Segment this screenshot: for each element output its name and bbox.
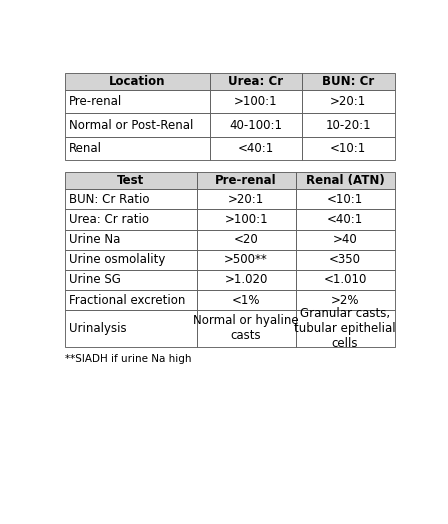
Text: Normal or hyaline
casts: Normal or hyaline casts: [193, 314, 299, 342]
Text: >100:1: >100:1: [224, 213, 268, 226]
Text: Urea: Cr ratio: Urea: Cr ratio: [69, 213, 149, 226]
Text: <1%: <1%: [232, 293, 260, 307]
Text: Renal: Renal: [69, 142, 102, 155]
Bar: [65, 73, 210, 90]
Bar: [65, 290, 197, 310]
Bar: [197, 230, 296, 250]
Text: Urine Na: Urine Na: [69, 233, 120, 246]
Text: >20:1: >20:1: [330, 95, 366, 108]
Text: <1.010: <1.010: [323, 274, 367, 287]
Bar: [302, 73, 395, 90]
Bar: [65, 137, 210, 160]
Text: Pre-renal: Pre-renal: [215, 174, 277, 187]
Bar: [296, 210, 395, 230]
Bar: [65, 189, 197, 210]
Text: Granular casts,
tubular epithelial
cells: Granular casts, tubular epithelial cells: [294, 307, 396, 350]
Bar: [296, 189, 395, 210]
Bar: [210, 137, 302, 160]
Text: <40:1: <40:1: [238, 142, 274, 155]
Text: >100:1: >100:1: [234, 95, 278, 108]
Bar: [210, 113, 302, 137]
Bar: [197, 250, 296, 270]
Bar: [65, 210, 197, 230]
Text: >40: >40: [333, 233, 358, 246]
Text: <10:1: <10:1: [330, 142, 366, 155]
Bar: [296, 172, 395, 189]
Bar: [296, 230, 395, 250]
Bar: [302, 137, 395, 160]
Text: BUN: Cr: BUN: Cr: [322, 75, 375, 88]
Bar: [197, 290, 296, 310]
Text: Urea: Cr: Urea: Cr: [228, 75, 284, 88]
Text: >20:1: >20:1: [228, 193, 264, 206]
Bar: [296, 250, 395, 270]
Text: BUN: Cr Ratio: BUN: Cr Ratio: [69, 193, 149, 206]
Bar: [65, 113, 210, 137]
Text: Test: Test: [117, 174, 144, 187]
Text: <350: <350: [329, 253, 361, 266]
Text: Urine SG: Urine SG: [69, 274, 121, 287]
Bar: [65, 90, 210, 113]
Bar: [65, 310, 197, 346]
Bar: [197, 310, 296, 346]
Bar: [65, 270, 197, 290]
Text: Renal (ATN): Renal (ATN): [306, 174, 384, 187]
Text: <20: <20: [234, 233, 258, 246]
Text: <40:1: <40:1: [327, 213, 363, 226]
Text: Location: Location: [109, 75, 165, 88]
Text: 40-100:1: 40-100:1: [229, 118, 283, 132]
Bar: [65, 230, 197, 250]
Bar: [197, 270, 296, 290]
Bar: [65, 172, 197, 189]
Bar: [197, 189, 296, 210]
Text: Pre-renal: Pre-renal: [69, 95, 122, 108]
Bar: [210, 73, 302, 90]
Text: Normal or Post-Renal: Normal or Post-Renal: [69, 118, 193, 132]
Bar: [197, 172, 296, 189]
Text: 10-20:1: 10-20:1: [326, 118, 371, 132]
Text: Fractional excretion: Fractional excretion: [69, 293, 185, 307]
Bar: [296, 270, 395, 290]
Bar: [197, 210, 296, 230]
Bar: [296, 290, 395, 310]
Text: >1.020: >1.020: [224, 274, 268, 287]
Bar: [296, 310, 395, 346]
Text: >2%: >2%: [331, 293, 359, 307]
Text: Urinalysis: Urinalysis: [69, 322, 126, 335]
Bar: [210, 90, 302, 113]
Bar: [302, 90, 395, 113]
Bar: [65, 250, 197, 270]
Bar: [302, 113, 395, 137]
Text: Urine osmolality: Urine osmolality: [69, 253, 165, 266]
Text: **SIADH if urine Na high: **SIADH if urine Na high: [65, 354, 191, 364]
Text: <10:1: <10:1: [327, 193, 363, 206]
Text: >500**: >500**: [224, 253, 268, 266]
